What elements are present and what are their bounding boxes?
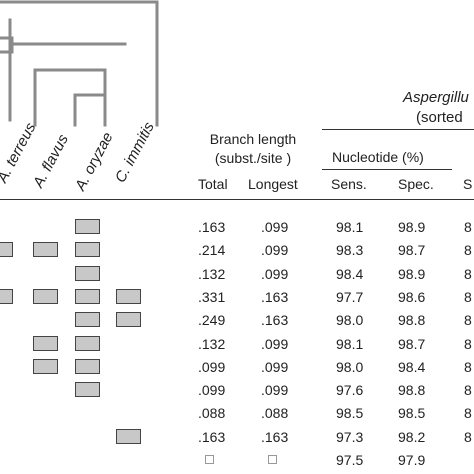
header-nucleotide-rule bbox=[322, 169, 452, 170]
header-group-rule bbox=[322, 129, 474, 130]
cell-sens: 98.5 bbox=[336, 405, 364, 422]
header-longest: Longest bbox=[248, 176, 298, 192]
presence-box bbox=[75, 335, 100, 351]
cell-total: .088 bbox=[198, 405, 226, 422]
cell-spec: 98.8 bbox=[398, 312, 426, 329]
tree-branch-aspergillus bbox=[8, 18, 127, 122]
presence-box bbox=[0, 288, 13, 304]
cell-total: .331 bbox=[198, 288, 226, 305]
cell-longest: .163 bbox=[261, 288, 289, 305]
header-nucleotide: Nucleotide (%) bbox=[332, 149, 424, 165]
cell-total: .249 bbox=[198, 312, 226, 329]
cell-spec: 98.8 bbox=[398, 382, 426, 399]
presence-box bbox=[75, 288, 100, 304]
cell-next: 8 bbox=[464, 265, 472, 282]
cell-longest: .099 bbox=[261, 242, 289, 259]
presence-box bbox=[0, 242, 13, 258]
cell-total: .132 bbox=[198, 265, 226, 282]
cell-spec: 98.2 bbox=[398, 428, 426, 445]
cell-next: 8 bbox=[464, 312, 472, 329]
presence-box bbox=[116, 428, 141, 444]
header-branch-length: Branch length bbox=[209, 131, 297, 147]
cell-spec: 98.7 bbox=[398, 242, 426, 259]
cell-spec: 98.9 bbox=[398, 265, 426, 282]
cell-next: 8 bbox=[464, 219, 472, 235]
header-group-sorted: (sorted bbox=[416, 109, 463, 126]
presence-box bbox=[33, 335, 58, 351]
cell-sens: 98.4 bbox=[336, 265, 364, 282]
cell-total: .214 bbox=[198, 242, 226, 259]
header-spec: Spec. bbox=[398, 176, 434, 192]
cell-longest: .099 bbox=[261, 219, 289, 235]
header-group-name: Aspergillu bbox=[403, 89, 469, 106]
cell-longest: .163 bbox=[261, 312, 289, 329]
presence-box bbox=[116, 288, 141, 304]
header-sens: Sens. bbox=[331, 176, 367, 192]
cell-total: .163 bbox=[198, 428, 226, 445]
presence-box bbox=[116, 312, 141, 328]
cell-longest: .099 bbox=[261, 265, 289, 282]
tree-branch-terreus bbox=[33, 68, 107, 127]
cell-spec: 98.4 bbox=[398, 358, 426, 375]
cell-sens: 98.0 bbox=[336, 312, 364, 329]
cell-longest: .088 bbox=[261, 405, 289, 422]
cell-sens: 97.5 bbox=[336, 452, 364, 468]
cell-sens: 98.1 bbox=[336, 219, 364, 235]
cell-spec: 98.5 bbox=[398, 405, 426, 422]
cell-sens: 97.7 bbox=[336, 288, 364, 305]
cell-total: .132 bbox=[198, 335, 226, 352]
cell-next: 8 bbox=[464, 428, 472, 445]
cell-spec: 97.9 bbox=[398, 452, 426, 468]
presence-box bbox=[75, 219, 100, 234]
cell-longest: .099 bbox=[261, 358, 289, 375]
presence-box bbox=[75, 242, 100, 258]
cell-next: 8 bbox=[464, 335, 472, 352]
cell-next: 8 bbox=[464, 358, 472, 375]
header-next-column: S bbox=[463, 176, 473, 192]
cell-next: 8 bbox=[464, 242, 472, 259]
cell-total: .099 bbox=[198, 358, 226, 375]
header-bottom-rule bbox=[0, 199, 474, 200]
cell-next: 8 bbox=[464, 288, 472, 305]
cell-sens: 98.1 bbox=[336, 335, 364, 352]
header-branch-length-units: (subst./site ) bbox=[214, 150, 292, 166]
presence-box bbox=[75, 382, 100, 398]
cell-spec: 98.6 bbox=[398, 288, 426, 305]
cell-sens: 97.3 bbox=[336, 428, 364, 445]
cell-longest: .099 bbox=[261, 335, 289, 352]
placeholder-box bbox=[268, 455, 277, 464]
presence-box bbox=[33, 358, 58, 374]
placeholder-box bbox=[205, 455, 214, 464]
presence-box bbox=[75, 265, 100, 281]
cell-next: 8 bbox=[464, 382, 472, 399]
presence-box bbox=[33, 288, 58, 304]
cell-sens: 98.0 bbox=[336, 358, 364, 375]
cell-total: .099 bbox=[198, 382, 226, 399]
tree-branch-root bbox=[0, 0, 159, 127]
cell-spec: 98.9 bbox=[398, 219, 426, 235]
cell-sens: 98.3 bbox=[336, 242, 364, 259]
tree-branch-flavus-oryzae bbox=[73, 93, 107, 127]
cell-longest: .163 bbox=[261, 428, 289, 445]
cell-total: .163 bbox=[198, 219, 226, 235]
presence-box bbox=[75, 312, 100, 328]
cell-spec: 98.7 bbox=[398, 335, 426, 352]
cell-longest: .099 bbox=[261, 382, 289, 399]
presence-box bbox=[33, 242, 58, 258]
header-total: Total bbox=[198, 176, 228, 192]
cell-sens: 97.6 bbox=[336, 382, 364, 399]
cell-next: 8 bbox=[464, 405, 472, 422]
presence-box bbox=[75, 358, 100, 374]
